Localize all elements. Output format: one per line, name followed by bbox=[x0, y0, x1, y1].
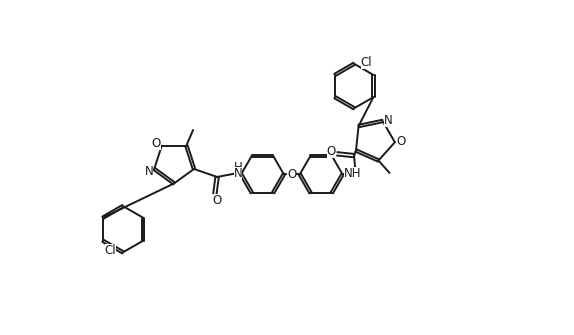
Text: O: O bbox=[327, 145, 336, 158]
Text: N: N bbox=[234, 167, 242, 180]
Text: O: O bbox=[397, 135, 406, 148]
Text: N: N bbox=[383, 114, 392, 127]
Text: N: N bbox=[145, 165, 153, 178]
Text: O: O bbox=[287, 168, 296, 181]
Text: Cl: Cl bbox=[104, 244, 117, 257]
Text: O: O bbox=[212, 194, 222, 207]
Text: H: H bbox=[234, 161, 242, 174]
Text: Cl: Cl bbox=[360, 56, 373, 69]
Text: NH: NH bbox=[344, 167, 361, 180]
Text: O: O bbox=[152, 137, 161, 150]
